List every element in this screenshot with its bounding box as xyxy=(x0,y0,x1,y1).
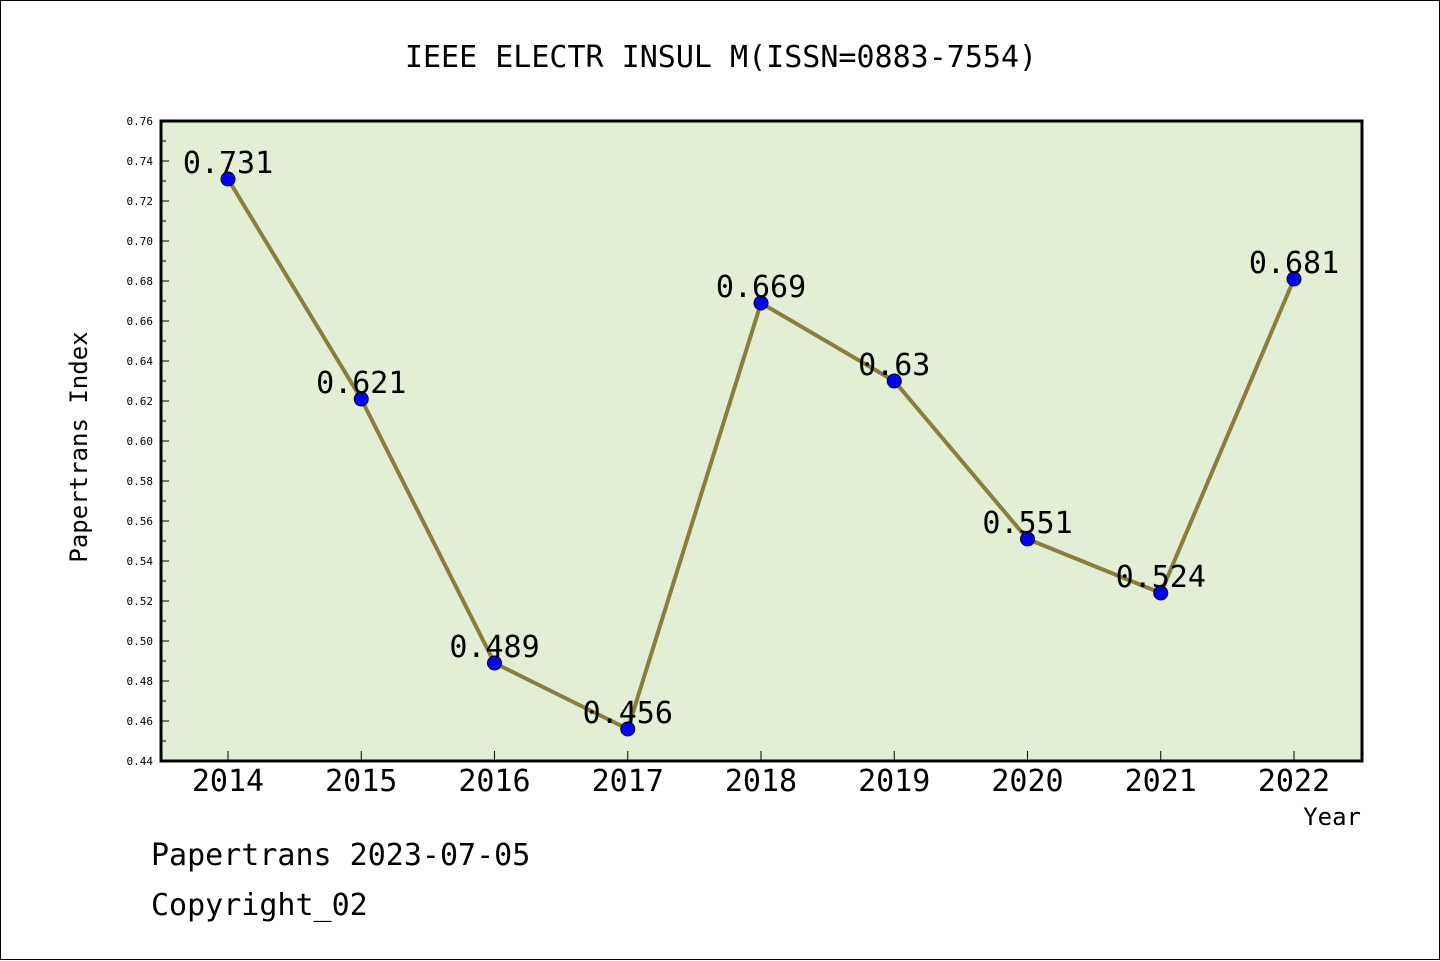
y-tick-label: 0.46 xyxy=(127,715,154,728)
y-tick-label: 0.66 xyxy=(127,315,154,328)
data-point xyxy=(220,171,236,187)
x-tick-label: 2020 xyxy=(991,764,1063,799)
y-tick-label: 0.60 xyxy=(127,435,154,448)
y-tick-label: 0.74 xyxy=(127,155,154,168)
y-axis-title: Papertrans Index xyxy=(65,331,93,562)
data-point xyxy=(1020,531,1035,547)
y-tick-label: 0.54 xyxy=(127,555,154,568)
x-tick-label: 2019 xyxy=(858,764,930,799)
data-point xyxy=(1153,585,1169,601)
x-tick-label: 2016 xyxy=(458,764,530,799)
chart-title: IEEE ELECTR INSUL M(ISSN=0883-7554) xyxy=(405,40,1037,75)
plot-area xyxy=(159,119,1364,763)
data-label: 0.681 xyxy=(1249,246,1339,281)
y-tick-label: 0.56 xyxy=(127,515,154,528)
y-tick-label: 0.64 xyxy=(127,355,154,368)
marker-layer xyxy=(220,171,1302,737)
data-label: 0.731 xyxy=(183,146,273,181)
data-label-layer: 0.731 0.621 0.489 0.456 0.669 0.63 0.551 0.524 0… xyxy=(183,146,1339,731)
data-label: 0.551 xyxy=(982,506,1072,541)
data-point xyxy=(487,655,502,671)
y-tick-label: 0.62 xyxy=(127,395,154,408)
data-label: 0.63 xyxy=(858,348,930,383)
x-axis: 2014 2015 2016 2017 2018 2019 2020 2021 2022 xyxy=(192,751,1330,799)
data-point xyxy=(1286,271,1302,287)
x-tick-label: 2015 xyxy=(325,764,397,799)
y-tick-label: 0.58 xyxy=(127,475,154,488)
y-tick-label: 0.44 xyxy=(127,755,154,768)
y-tick-label: 0.72 xyxy=(127,195,154,208)
data-label: 0.456 xyxy=(583,696,673,731)
footer-date: Papertrans 2023-07-05 xyxy=(151,838,530,873)
y-tick-label: 0.52 xyxy=(127,595,154,608)
x-tick-label: 2018 xyxy=(725,764,797,799)
x-tick-label: 2022 xyxy=(1258,764,1330,799)
x-tick-label: 2017 xyxy=(592,764,664,799)
data-point xyxy=(620,721,636,737)
data-point xyxy=(753,295,769,311)
data-label: 0.489 xyxy=(449,630,539,665)
data-label: 0.669 xyxy=(716,270,806,305)
x-axis-title: Year xyxy=(1303,803,1361,831)
x-tick-label: 2021 xyxy=(1125,764,1197,799)
y-axis: 0.44 0.46 0.48 0.50 0.52 0.54 0.56 0.58 0.60 0.62… xyxy=(127,115,169,768)
y-tick-label: 0.48 xyxy=(127,675,154,688)
data-point xyxy=(353,391,369,407)
y-tick-label: 0.70 xyxy=(127,235,154,248)
data-label: 0.524 xyxy=(1116,560,1206,595)
footer-copyright: Copyright_02 xyxy=(151,888,368,923)
x-tick-label: 2014 xyxy=(192,764,264,799)
y-tick-label: 0.50 xyxy=(127,635,154,648)
y-tick-label: 0.68 xyxy=(127,275,154,288)
data-label: 0.621 xyxy=(316,366,406,401)
data-point xyxy=(886,373,902,389)
y-tick-label: 0.76 xyxy=(127,115,154,128)
